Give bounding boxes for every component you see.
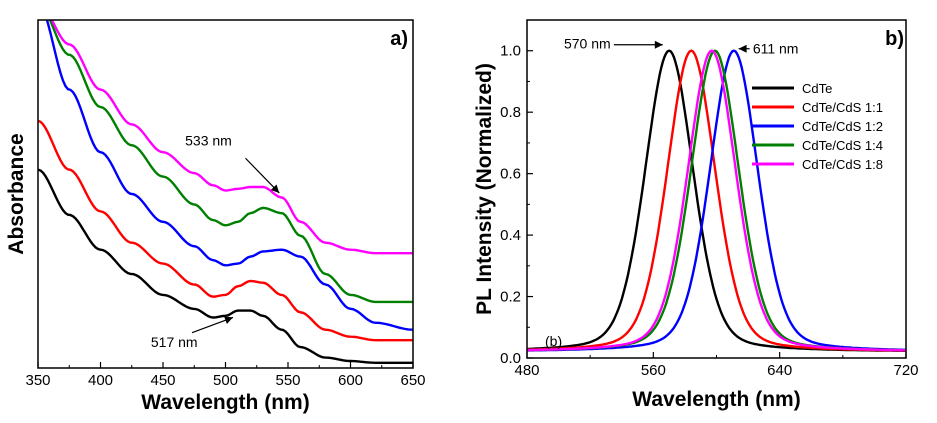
annotation-611nm-arrowhead: [738, 44, 747, 53]
panel-a-label: a): [390, 28, 408, 50]
panel-b-x-tick-label: 640: [767, 362, 792, 379]
panel-b-y-axis-label: PL Intensity (Normalized): [473, 63, 496, 315]
panel-a-x-tick-label: 350: [25, 372, 50, 389]
panel-b-y-tick-label: 0.6: [500, 166, 521, 183]
panel-b-x-axis-label: Wavelength (nm): [632, 388, 800, 411]
panel-b-label: b): [885, 28, 904, 50]
panel-a: 350 400 450 500 550 600 650 a) Wavelength (nm)…: [5, 19, 426, 414]
panel-b-series-lines: [527, 49, 906, 352]
panel-a-series-line-1: [38, 168, 413, 364]
legend-label: CdTe/CdS 1:1: [802, 100, 883, 115]
panel-a-x-tick-label: 500: [213, 372, 238, 389]
annotation-517nm: 517 nm: [151, 334, 198, 350]
panel-b-y-tick-label: 0.2: [500, 289, 521, 306]
annotation-533nm-arrow: [245, 157, 280, 194]
legend-label: CdTe/CdS 1:2: [802, 119, 883, 134]
panel-b-series-line-2: [527, 49, 906, 352]
annotation-533nm: 533 nm: [185, 132, 232, 148]
panel-b-frame: [526, 19, 907, 359]
panel-b-y-tick-label: 0.8: [500, 104, 521, 121]
panel-a-y-axis-label: Absorbance: [5, 133, 28, 254]
panel-a-x-axis-label: Wavelength (nm): [141, 391, 309, 414]
panel-b-legend: CdTe CdTe/CdS 1:1 CdTe/CdS 1:2 CdTe/CdS 1:4…: [752, 81, 883, 172]
panel-b-y-tick-label: 1.0: [500, 43, 521, 60]
annotation-570nm-arrowhead: [654, 40, 663, 49]
panel-a-x-tick-label: 600: [338, 372, 363, 389]
panel-a-x-tick-label: 650: [400, 372, 425, 389]
legend-label: CdTe/CdS 1:8: [802, 157, 883, 172]
panel-b: 480 560 640 720 0.0 0.2 0.4 0.6 0.8 1.0 b) (b) Wa…: [473, 19, 919, 411]
panel-b-ticks: 480 560 640 720 0.0 0.2 0.4 0.6 0.8 1.0: [500, 19, 919, 379]
annotation-570nm: 570 nm: [564, 36, 611, 52]
panel-b-y-tick-label: 0.0: [500, 350, 521, 367]
panel-b-series-line-1: [527, 49, 906, 352]
panel-b-x-tick-label: 480: [514, 362, 539, 379]
annotation-611nm: 611 nm: [753, 41, 799, 57]
panel-b-y-tick-label: 0.4: [500, 227, 521, 244]
panel-b-series-line-4: [527, 49, 906, 352]
panel-a-x-tick-label: 400: [88, 372, 113, 389]
annotation-533nm-arrowhead: [270, 184, 280, 193]
legend-label: CdTe/CdS 1:4: [802, 138, 883, 153]
panel-a-series-line-4: [48, 20, 413, 304]
panel-b-series-line-5: [527, 49, 906, 352]
panel-b-inner-label: (b): [545, 333, 562, 349]
panel-a-x-tick-label: 550: [275, 372, 300, 389]
panel-b-x-tick-label: 560: [641, 362, 666, 379]
panel-a-series-lines: [38, 20, 413, 364]
panel-a-series-line-3: [45, 20, 413, 331]
annotation-517nm-arrowhead: [224, 316, 233, 324]
panel-a-x-ticks: 350 400 450 500 550 600 650: [25, 362, 426, 389]
panel-a-x-tick-label: 450: [150, 372, 175, 389]
legend-label: CdTe: [802, 81, 832, 96]
panel-b-x-tick-label: 720: [893, 362, 918, 379]
panel-a-series-line-5: [50, 20, 413, 255]
panel-b-series-line-3: [527, 49, 906, 352]
panel-a-series-line-2: [38, 119, 413, 342]
